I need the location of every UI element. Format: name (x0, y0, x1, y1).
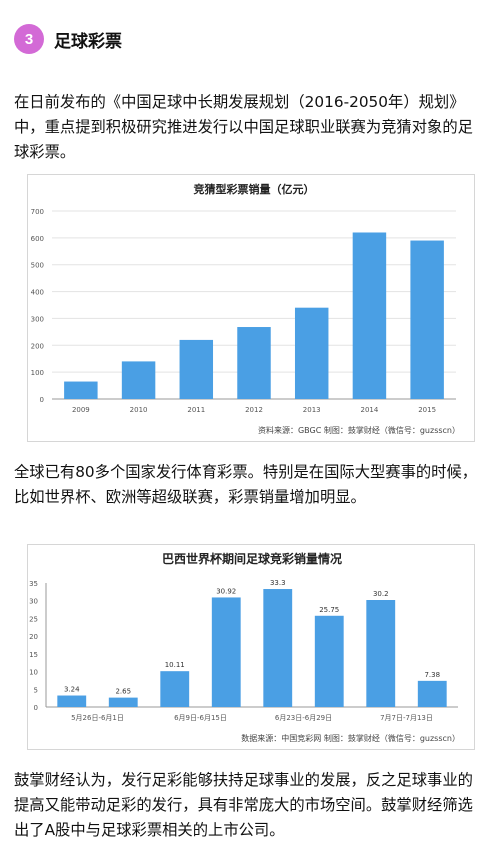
chart-title: 竞猜型彩票销量（亿元） (194, 182, 315, 196)
paragraph-1: 在日前发布的《中国足球中长期发展规划（2016-2050年）规划》中，重点提到积… (14, 93, 473, 161)
x-tick-label: 2013 (303, 406, 321, 414)
bar (121, 361, 156, 399)
y-tick-label: 700 (31, 208, 44, 216)
y-tick-label: 400 (31, 289, 44, 297)
x-tick-label: 5月26日-6月1日 (71, 714, 124, 722)
chart-lottery-sales-svg: 竞猜型彩票销量（亿元） 0 100 200 300 400 500 600 700 2009 201… (31, 182, 460, 435)
section-number-badge: 3 (14, 24, 44, 54)
y-tick-label: 0 (40, 396, 44, 404)
bar (352, 232, 387, 399)
data-label: 33.3 (270, 579, 286, 587)
data-label: 10.11 (165, 661, 185, 669)
data-label: 25.75 (319, 606, 339, 614)
paragraph-2: 全球已有80多个国家发行体育彩票。特别是在国际大型赛事的时候，比如世界杯、欧洲等… (14, 463, 478, 506)
bar (108, 697, 138, 707)
y-tick-label: 200 (31, 342, 44, 350)
y-tick-label: 100 (31, 369, 44, 377)
bar (64, 381, 98, 399)
data-label: 3.24 (64, 686, 80, 694)
bar (237, 327, 271, 399)
y-tick-label: 15 (29, 651, 38, 659)
bar (211, 597, 241, 707)
x-tick-label: 7月7日-7月13日 (380, 714, 433, 722)
bar (417, 680, 447, 707)
section-title: 足球彩票 (54, 31, 122, 52)
y-tick-label: 300 (31, 315, 44, 323)
y-tick-label: 25 (29, 615, 38, 623)
bar (160, 671, 190, 707)
x-tick-label: 2009 (72, 406, 90, 414)
y-tick-label: 600 (31, 235, 44, 243)
x-tick-label: 2012 (245, 406, 263, 414)
section-header: 3 足球彩票 (14, 22, 122, 56)
data-label: 7.38 (424, 671, 440, 679)
bar (314, 615, 344, 707)
chart-lottery-sales: 竞猜型彩票销量（亿元） 0 100 200 300 400 500 600 700 2009 201… (27, 174, 475, 442)
bar (294, 307, 329, 399)
bar (366, 600, 396, 707)
bar (57, 695, 87, 707)
x-tick-label: 2014 (361, 406, 379, 414)
x-tick-label: 2011 (187, 406, 205, 414)
paragraph-3: 鼓掌财经认为，发行足彩能够扶持足球事业的发展，反之足球事业的提高又能带动足彩的发… (14, 771, 473, 839)
y-tick-label: 20 (29, 633, 38, 641)
bar (410, 240, 444, 399)
y-tick-label: 5 (34, 686, 38, 694)
data-label: 30.92 (216, 587, 236, 595)
y-tick-label: 500 (31, 262, 44, 270)
y-tick-label: 35 (29, 580, 38, 588)
x-tick-label: 6月23日-6月29日 (275, 714, 332, 722)
chart-title: 巴西世界杯期间足球竞彩销量情况 (162, 551, 342, 566)
x-tick-label: 6月9日-6月15日 (174, 714, 227, 722)
data-label: 30.2 (373, 590, 389, 598)
bar (263, 589, 293, 707)
chart-worldcup-sales-svg: 巴西世界杯期间足球竞彩销量情况 0 5 10 15 20 25 30 35 3.24 5月26日-6… (29, 551, 460, 743)
chart-source: 资料来源：GBGC 制图：鼓掌财经（微信号：guzsscn） (258, 425, 460, 435)
y-tick-label: 30 (29, 598, 38, 606)
y-tick-label: 10 (29, 669, 38, 677)
chart-source: 数据来源：中国竞彩网 制图：鼓掌财经（微信号：guzsscn） (241, 733, 460, 743)
data-label: 2.65 (115, 688, 131, 696)
x-tick-label: 2010 (130, 406, 148, 414)
y-tick-label: 0 (34, 704, 38, 712)
x-tick-label: 2015 (418, 406, 436, 414)
bar (179, 339, 214, 399)
chart-worldcup-sales: 巴西世界杯期间足球竞彩销量情况 0 5 10 15 20 25 30 35 3.24 5月26日-6… (27, 544, 475, 750)
